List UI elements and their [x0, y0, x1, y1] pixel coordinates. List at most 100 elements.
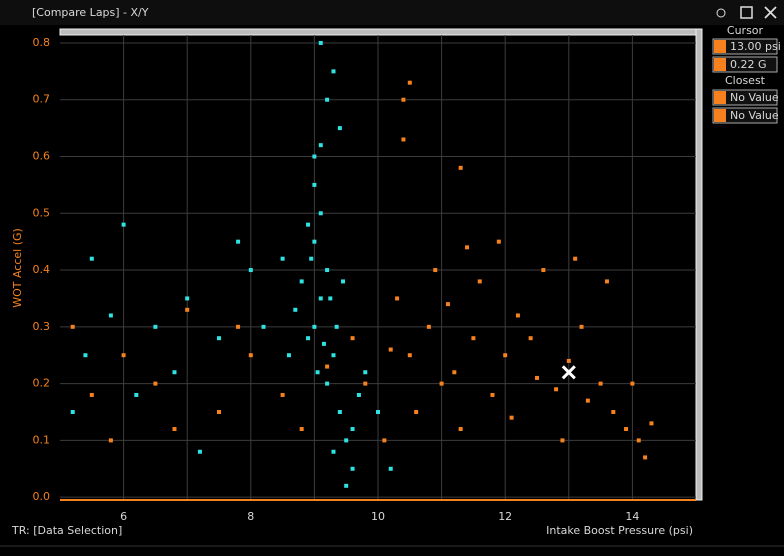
point: [560, 438, 565, 443]
point: [312, 154, 317, 159]
value-text: No Value: [730, 91, 779, 104]
point: [503, 353, 508, 358]
point: [236, 324, 241, 329]
y-tick-label: 0.8: [33, 36, 51, 49]
point: [318, 143, 323, 148]
point: [108, 313, 113, 318]
point: [334, 324, 339, 329]
point: [433, 268, 438, 273]
point: [471, 336, 476, 341]
point: [236, 239, 241, 244]
point: [217, 336, 221, 341]
point: [401, 97, 406, 102]
point: [566, 358, 571, 363]
plot-area: [60, 35, 696, 500]
point: [407, 80, 412, 85]
point: [89, 256, 94, 261]
point: [344, 483, 349, 488]
color-swatch: [714, 58, 726, 71]
x-tick-label: 6: [120, 510, 127, 523]
side-panel: 13.00 psi 0.22 G No Value No Value: [712, 38, 781, 124]
point: [309, 256, 314, 261]
point: [217, 409, 221, 414]
point: [331, 449, 336, 454]
point: [312, 182, 317, 187]
point: [153, 381, 158, 386]
point: [341, 279, 346, 284]
point: [350, 427, 355, 432]
point: [363, 370, 368, 375]
point: [579, 324, 584, 329]
point: [395, 296, 400, 301]
y-tick-label: 0.4: [33, 263, 51, 276]
point: [528, 336, 533, 341]
point: [337, 409, 342, 414]
point: [382, 438, 387, 443]
y-tick-label: 0.5: [33, 206, 51, 219]
right-scrollbar: [695, 28, 703, 501]
point: [535, 375, 539, 380]
point: [299, 427, 304, 432]
y-tick-label: 0.7: [33, 93, 51, 106]
point: [248, 268, 253, 273]
point: [496, 239, 501, 244]
point: [554, 387, 559, 392]
point: [598, 381, 603, 386]
point: [363, 381, 368, 386]
point: [445, 302, 450, 307]
x-tick-label: 14: [625, 510, 639, 523]
point: [280, 256, 285, 261]
point: [611, 409, 616, 414]
point: [350, 466, 355, 471]
point: [153, 324, 158, 329]
point: [185, 307, 190, 312]
point: [325, 381, 330, 386]
y-tick-label: 0.1: [33, 433, 51, 446]
point: [185, 296, 190, 301]
value-text: 0.22 G: [730, 58, 767, 71]
value-box: [712, 107, 778, 124]
value-text: No Value: [730, 109, 779, 122]
point: [331, 353, 336, 358]
close-button[interactable]: [764, 6, 777, 19]
window-controls[interactable]: [716, 6, 777, 19]
point: [477, 279, 482, 284]
point: [509, 415, 514, 420]
point: [624, 427, 629, 432]
point: [643, 455, 648, 460]
point: [261, 324, 266, 329]
point: [465, 245, 470, 250]
closest-heading: Closest: [725, 74, 766, 87]
maximize-button[interactable]: [740, 6, 753, 19]
point: [344, 438, 349, 443]
color-swatch: [714, 91, 726, 104]
value-box: [712, 89, 778, 106]
point: [636, 438, 641, 443]
point: [306, 336, 311, 341]
point: [331, 69, 336, 74]
point: [312, 324, 317, 329]
point: [280, 392, 285, 397]
pin-icon[interactable]: [716, 8, 726, 18]
point: [541, 268, 546, 273]
x-tick-label: 10: [371, 510, 385, 523]
point: [328, 296, 333, 301]
point: [325, 97, 330, 102]
cursor-heading: Cursor: [727, 24, 764, 37]
y-tick-label: 0.2: [33, 377, 51, 390]
point: [70, 324, 75, 329]
point: [286, 353, 291, 358]
x-axis-title: Intake Boost Pressure (psi): [546, 524, 693, 537]
point: [293, 307, 298, 312]
point: [407, 353, 412, 358]
point: [573, 256, 578, 261]
x-tick-label: 12: [498, 510, 512, 523]
point: [121, 222, 126, 227]
point: [321, 341, 326, 346]
point: [350, 336, 355, 341]
point: [121, 353, 126, 358]
point: [452, 370, 457, 375]
point: [376, 409, 380, 414]
point: [439, 381, 444, 386]
